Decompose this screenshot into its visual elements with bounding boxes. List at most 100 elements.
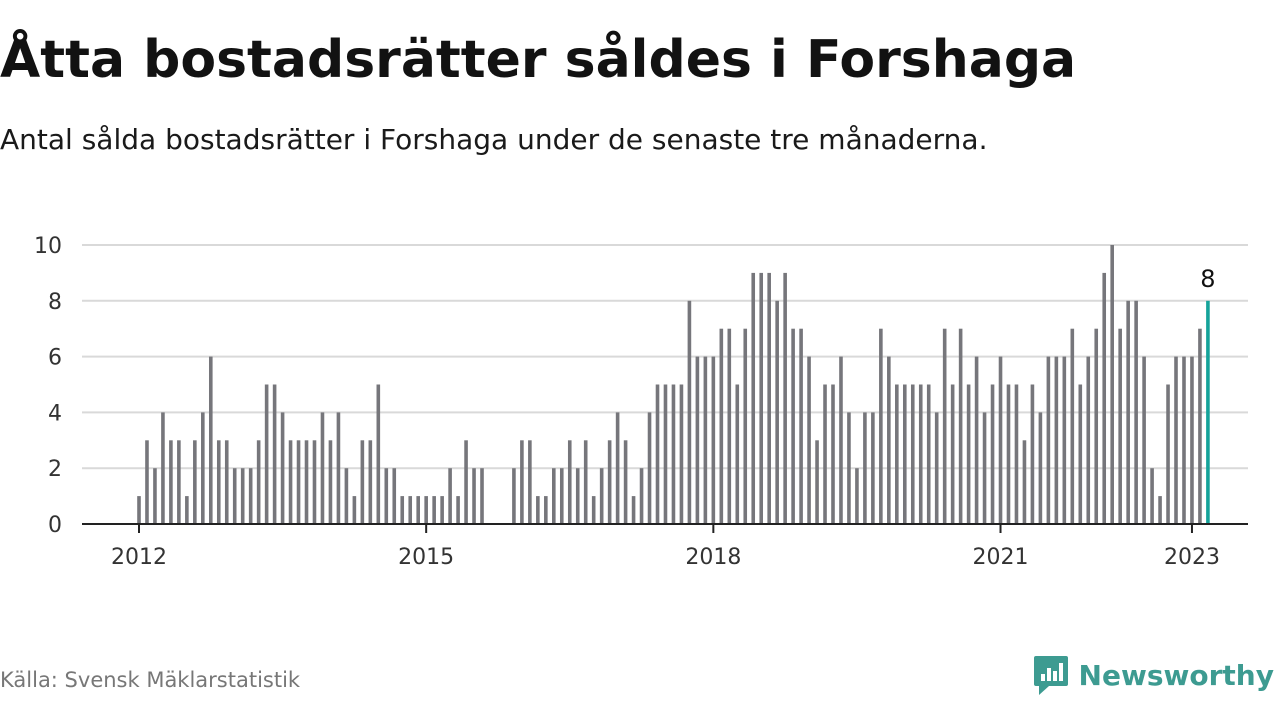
bar <box>208 356 213 524</box>
y-tick-label: 4 <box>48 401 62 426</box>
bar <box>264 384 269 524</box>
bar <box>950 384 955 524</box>
bar <box>831 384 835 524</box>
bar <box>607 440 612 524</box>
bar <box>1118 328 1122 524</box>
bar <box>193 440 197 524</box>
x-axis-labels: 2012 2015 2018 2021 2023 <box>111 545 1220 570</box>
bar <box>536 496 540 524</box>
bar <box>240 468 245 524</box>
y-tick-label: 8 <box>48 290 62 315</box>
bar <box>942 328 947 524</box>
bar <box>464 440 468 524</box>
y-tick-label: 0 <box>48 513 62 538</box>
bar <box>360 440 365 524</box>
y-tick-label: 10 <box>34 234 62 259</box>
bar <box>424 496 428 524</box>
bar <box>703 356 708 524</box>
bar <box>161 412 165 524</box>
bar <box>926 384 931 524</box>
bar <box>1190 356 1194 524</box>
bar <box>775 300 779 524</box>
bar <box>1086 356 1091 524</box>
bar <box>695 356 700 524</box>
bar <box>1198 328 1202 524</box>
bar <box>1158 496 1162 524</box>
highlight-value-label: 8 <box>1200 265 1215 293</box>
bar <box>783 272 787 524</box>
bar <box>639 468 644 524</box>
bar <box>727 328 732 524</box>
x-tick-label: 2015 <box>398 545 454 570</box>
newsworthy-brand: Newsworthy <box>1033 654 1274 696</box>
bar <box>392 468 397 524</box>
bar <box>934 412 939 524</box>
y-tick-label: 2 <box>48 457 62 482</box>
bar-highlight <box>1206 300 1210 524</box>
bar <box>855 468 859 524</box>
bar <box>687 300 692 524</box>
bars <box>137 245 1210 524</box>
bar <box>1022 440 1027 524</box>
bar <box>137 496 141 524</box>
bar <box>735 384 740 524</box>
bar <box>1054 356 1059 524</box>
bar <box>456 496 460 524</box>
bar <box>767 272 771 524</box>
bar <box>679 384 684 524</box>
x-tick-label: 2018 <box>685 545 741 570</box>
bar <box>384 468 389 524</box>
bar <box>839 356 843 524</box>
bar <box>256 440 261 524</box>
bar <box>472 468 476 524</box>
bar <box>623 440 628 524</box>
bar <box>224 440 229 524</box>
x-tick-label: 2021 <box>973 545 1029 570</box>
bar <box>544 496 548 524</box>
bar <box>671 384 676 524</box>
x-axis <box>82 523 1248 533</box>
bar <box>376 384 381 524</box>
bar <box>567 440 572 524</box>
bar <box>432 496 436 524</box>
bar <box>807 356 811 524</box>
bar <box>1078 384 1083 524</box>
x-tick-label: 2012 <box>111 545 167 570</box>
bar <box>1030 384 1035 524</box>
bar <box>296 440 301 524</box>
newsworthy-logo-icon <box>1033 656 1068 695</box>
bar <box>280 412 285 524</box>
bar <box>863 412 867 524</box>
y-tick-label: 6 <box>48 346 62 371</box>
bar <box>1070 328 1075 524</box>
bar <box>902 384 907 524</box>
bar <box>216 440 221 524</box>
bar <box>966 384 971 524</box>
bar <box>288 440 293 524</box>
bar <box>1062 356 1067 524</box>
bar <box>743 328 748 524</box>
bar <box>591 496 596 524</box>
bar <box>232 468 237 524</box>
bar <box>631 496 636 524</box>
bar <box>751 272 756 524</box>
bar <box>248 468 253 524</box>
bar <box>512 468 516 524</box>
bar <box>663 384 668 524</box>
bar <box>575 468 580 524</box>
bar <box>711 356 716 524</box>
data-labels: 8 <box>1200 265 1215 293</box>
bar <box>847 412 851 524</box>
bar <box>1038 412 1043 524</box>
bar <box>974 356 979 524</box>
bar <box>336 412 341 524</box>
bar <box>1046 356 1051 524</box>
bar <box>583 440 588 524</box>
bar <box>1014 384 1019 524</box>
bar <box>520 440 524 524</box>
bar <box>344 468 349 524</box>
bar <box>408 496 413 524</box>
bar <box>1150 468 1154 524</box>
bar <box>799 328 803 524</box>
bar <box>982 412 987 524</box>
